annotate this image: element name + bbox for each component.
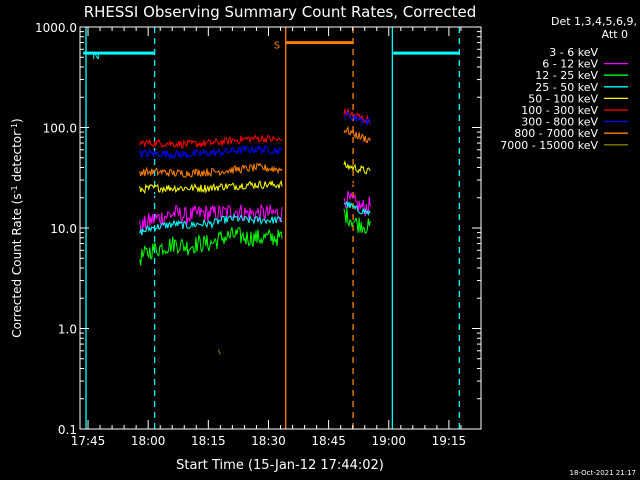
legend-label: 800 - 7000 keV xyxy=(514,127,598,140)
series-line-2-0 xyxy=(139,227,283,266)
x-tick-label: 17:45 xyxy=(71,434,106,448)
y-tick-label: 1.0 xyxy=(58,323,77,337)
legend-label: 6 - 12 keV xyxy=(542,58,598,71)
y-tick-label: 100.0 xyxy=(43,122,77,136)
legend-header-line-2: Att 0 xyxy=(602,28,628,41)
legend-label: 300 - 800 keV xyxy=(521,116,598,129)
series-line-5-1 xyxy=(343,108,371,125)
series-line-4-1 xyxy=(343,159,371,175)
legend-label: 50 - 100 keV xyxy=(528,92,598,105)
series-line-3-0 xyxy=(139,212,283,236)
x-tick-label: 18:00 xyxy=(131,434,166,448)
series-line-2-1 xyxy=(343,207,371,235)
x-tick-label: 18:15 xyxy=(191,434,226,448)
legend-label: 3 - 6 keV xyxy=(549,46,598,59)
plot-area: N S 0.1 1.0 10.0 100.0 1000.0 17:45 18:00 18:15 18… xyxy=(35,21,482,448)
series-line-7-1 xyxy=(343,125,371,143)
series-line-6-0 xyxy=(139,143,283,160)
y-tick-label: 10.0 xyxy=(50,222,77,236)
status-bar-label-0: N xyxy=(92,51,99,62)
series-line-7-0 xyxy=(139,162,283,178)
y-tick-label: 1000.0 xyxy=(35,21,77,35)
series-line-6-1 xyxy=(343,109,371,125)
x-tick-label: 18:30 xyxy=(251,434,286,448)
series-line-5-0 xyxy=(139,133,283,149)
series-line-3-1 xyxy=(343,201,371,217)
x-axis-label: Start Time (15-Jan-12 17:44:02) xyxy=(176,458,384,473)
y-tick-label: 0.1 xyxy=(58,423,77,437)
legend-label: 12 - 25 keV xyxy=(535,69,598,82)
series-line-0-1 xyxy=(343,173,371,203)
legend-label: 100 - 300 keV xyxy=(521,104,598,117)
series-line-4-0 xyxy=(139,179,283,195)
x-tick-label: 19:00 xyxy=(371,434,406,448)
legend-label: 25 - 50 keV xyxy=(535,81,598,94)
legend-header-line-1: Det 1,3,4,5,6,9, xyxy=(551,15,637,28)
legend-label: 7000 - 15000 keV xyxy=(500,139,598,152)
chart-title: RHESSI Observing Summary Count Rates, Co… xyxy=(84,3,477,21)
series-line-8-0 xyxy=(217,349,221,355)
x-tick-label: 18:45 xyxy=(311,434,346,448)
series-line-0-0 xyxy=(139,174,283,210)
series-line-1-1 xyxy=(343,190,371,216)
status-bar-label-1: S xyxy=(274,41,280,52)
y-axis-label: Corrected Count Rate (s-1 detector-1) xyxy=(10,118,24,337)
x-tick-label: 19:15 xyxy=(432,434,467,448)
footer-timestamp: 18-Oct-2021 21:17 xyxy=(570,469,636,477)
